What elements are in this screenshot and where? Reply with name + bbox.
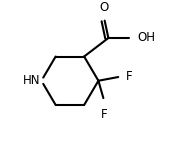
Text: OH: OH <box>137 31 155 45</box>
Text: O: O <box>100 1 109 14</box>
Text: F: F <box>101 108 107 121</box>
Text: F: F <box>125 70 132 83</box>
Text: HN: HN <box>23 74 40 87</box>
